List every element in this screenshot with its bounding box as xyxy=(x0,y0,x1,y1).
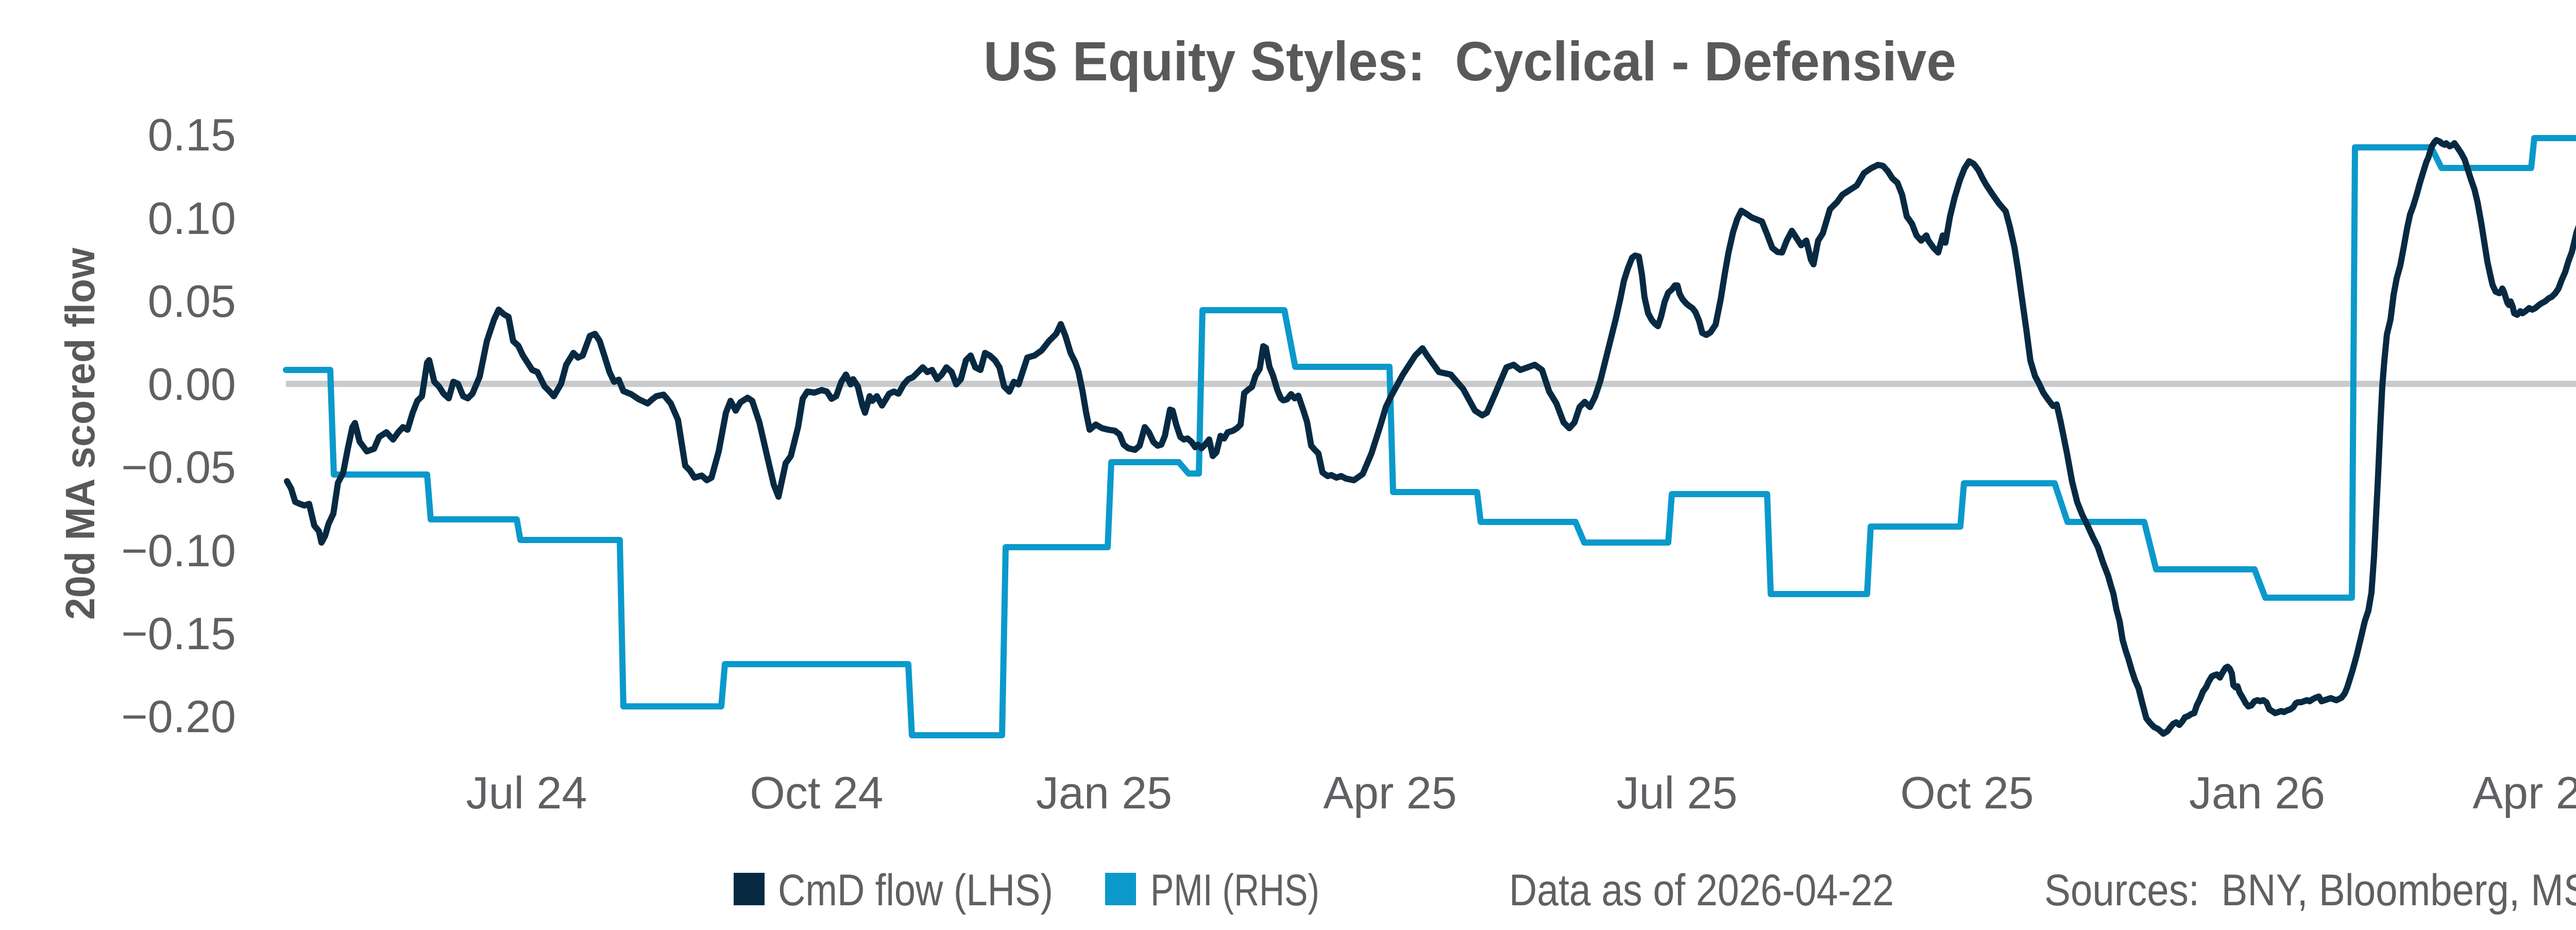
svg-text:Oct 25: Oct 25 xyxy=(1900,767,2033,818)
svg-text:Data as of 2026-04-22: Data as of 2026-04-22 xyxy=(1509,866,1894,915)
svg-text:Jan 25: Jan 25 xyxy=(1036,767,1172,818)
svg-text:0.00: 0.00 xyxy=(148,359,236,410)
svg-text:Sources: BNY, Bloomberg, MSCI: Sources: BNY, Bloomberg, MSCI xyxy=(2044,866,2576,915)
svg-text:0.15: 0.15 xyxy=(148,109,236,160)
svg-text:Jul 24: Jul 24 xyxy=(466,767,587,818)
svg-text:−0.20: −0.20 xyxy=(121,691,236,742)
svg-text:US Equity Styles: Cyclical -: US Equity Styles: Cyclical - Defensive xyxy=(984,30,1956,92)
svg-text:0.10: 0.10 xyxy=(148,193,236,244)
svg-text:PMI (RHS): PMI (RHS) xyxy=(1150,866,1319,915)
svg-text:−0.05: −0.05 xyxy=(121,442,236,493)
svg-text:20d MA scored flow: 20d MA scored flow xyxy=(57,247,103,620)
svg-text:Apr 26: Apr 26 xyxy=(2472,767,2576,818)
svg-text:Apr 25: Apr 25 xyxy=(1323,767,1456,818)
svg-text:−0.15: −0.15 xyxy=(121,608,236,659)
svg-text:Oct 24: Oct 24 xyxy=(750,767,883,818)
svg-text:CmD flow (LHS): CmD flow (LHS) xyxy=(778,866,1053,915)
svg-text:Jan 26: Jan 26 xyxy=(2189,767,2325,818)
svg-text:0.05: 0.05 xyxy=(148,276,236,327)
svg-text:Jul 25: Jul 25 xyxy=(1617,767,1738,818)
svg-text:−0.10: −0.10 xyxy=(121,525,236,576)
